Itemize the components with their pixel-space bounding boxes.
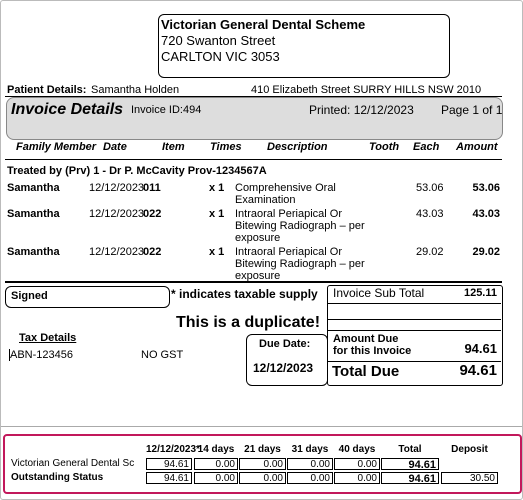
status-cell: 0.00	[334, 472, 380, 484]
sub-total: 125.11	[463, 287, 497, 299]
family-member: Samantha	[7, 246, 60, 258]
due-date-label: Due Date:	[259, 338, 311, 350]
duplicate-note: This is a duplicate!	[176, 314, 321, 331]
amount: 29.02	[472, 246, 500, 258]
item-code: 022	[143, 208, 162, 220]
description: Intraoral Periapical Or Bitewing Radiogr…	[235, 208, 365, 244]
gst: NO GST	[141, 349, 184, 361]
address-line: 720 Swanton Street	[161, 33, 276, 48]
times: x 1	[209, 182, 225, 194]
divider	[1, 426, 522, 427]
column-header: Amount	[456, 141, 498, 153]
service-date: 12/12/2023	[89, 246, 145, 258]
signed: Signed	[11, 290, 48, 302]
description: Intraoral Periapical Or Bitewing Radiogr…	[235, 246, 365, 282]
totals-box	[327, 285, 503, 386]
divider	[5, 96, 502, 97]
invoice-header-box	[6, 97, 503, 140]
status-column: 21 days	[244, 444, 281, 455]
taxable-note: * indicates taxable supply	[171, 287, 318, 301]
sub-total-label: Invoice Sub Total	[333, 286, 425, 300]
description: Comprehensive Oral Examination	[235, 182, 336, 206]
service-date: 12/12/2023	[89, 208, 145, 220]
treated-by: Treated by (Prv) 1 - Dr P. McCavity Prov…	[7, 165, 267, 177]
address-line: Victorian General Dental Scheme	[161, 17, 366, 32]
column-header: Times	[210, 141, 242, 153]
tax-label: Tax Details	[19, 332, 77, 344]
address-line: CARLTON VIC 3053	[161, 49, 280, 64]
column-header: Date	[103, 141, 127, 153]
item-code: 011	[143, 182, 161, 194]
times: x 1	[209, 246, 225, 258]
abn: ABN-123456	[9, 349, 73, 361]
status-row-label: Outstanding Status	[11, 472, 104, 483]
amount: 53.06	[472, 182, 500, 194]
status-cell: 94.61	[146, 472, 192, 484]
amount-due: 94.61	[464, 341, 497, 356]
status-column: 14 days	[197, 444, 235, 455]
each: 53.06	[416, 182, 444, 194]
family-member: Samantha	[7, 182, 60, 194]
status-column: 12/12/2023*	[146, 444, 200, 455]
printed-date: Printed: 12/12/2023	[309, 103, 414, 117]
times: x 1	[209, 208, 225, 220]
family-member: Samantha	[7, 208, 60, 220]
status-cell: 0.00	[334, 458, 380, 470]
column-header: Tooth	[369, 141, 400, 153]
column-header: Each	[413, 141, 440, 153]
status-column: 31 days	[291, 444, 329, 455]
status-column: 40 days	[338, 444, 376, 455]
divider	[328, 303, 501, 304]
status-cell: 94.61	[381, 458, 439, 471]
amount-due-label: for this Invoice	[333, 345, 412, 357]
status-column: Total	[398, 444, 422, 455]
column-header: Description	[267, 141, 328, 153]
status-cell: 0.00	[287, 458, 333, 470]
patient-label: Patient Details:	[7, 84, 87, 96]
divider	[328, 361, 501, 362]
signed-box	[5, 286, 170, 308]
each: 29.02	[416, 246, 444, 258]
service-date: 12/12/2023	[89, 182, 145, 194]
status-deposit: 30.50	[441, 472, 498, 484]
patient-name: Samantha Holden	[91, 84, 180, 96]
divider	[5, 159, 502, 160]
amount: 43.03	[472, 208, 500, 220]
status-cell: 0.00	[194, 472, 238, 484]
status-row-label: Victorian General Dental Sc	[11, 458, 135, 469]
address-box	[158, 14, 450, 78]
total-due: 94.61	[459, 362, 497, 379]
each: 43.03	[416, 208, 444, 220]
due-date-box	[246, 334, 328, 386]
item-code: 022	[143, 246, 162, 258]
status-cell: 0.00	[239, 472, 286, 484]
status-box	[3, 434, 522, 494]
column-header: Item	[162, 141, 185, 153]
column-header: Family Member	[16, 141, 97, 153]
page-number: Page 1 of 1	[441, 103, 503, 117]
total-due-label: Total Due	[332, 363, 400, 380]
divider	[328, 319, 501, 320]
invoice-id: Invoice ID:494	[131, 104, 202, 116]
patient-address: 410 Elizabeth Street SURRY HILLS NSW 201…	[251, 84, 482, 96]
status-cell: 0.00	[239, 458, 286, 470]
status-cell: 0.00	[194, 458, 238, 470]
status-cell: 0.00	[287, 472, 333, 484]
invoice-title: Invoice Details	[11, 101, 124, 118]
status-column: Deposit	[451, 444, 488, 455]
divider	[328, 330, 501, 331]
amount-due-label: Amount Due	[333, 333, 399, 345]
status-cell: 94.61	[146, 458, 192, 470]
status-cell: 94.61	[381, 472, 439, 485]
divider	[5, 281, 502, 283]
due-date: 12/12/2023	[253, 361, 314, 375]
